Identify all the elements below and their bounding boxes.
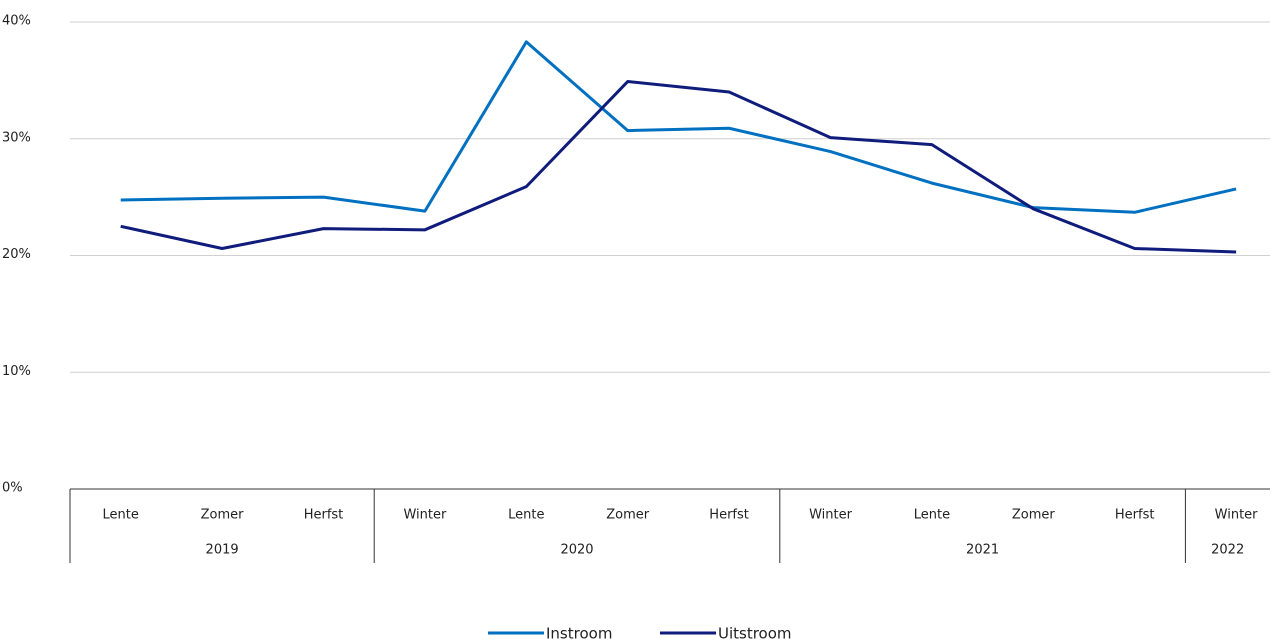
x-tick-label: Lente [103,508,139,523]
group-label: 2020 [560,543,593,558]
x-tick-label: Zomer [606,508,650,523]
x-tick-label: Herfst [709,508,749,523]
legend-label: Uitstroom [718,625,792,641]
x-tick-label: Winter [809,508,853,523]
x-tick-label: Herfst [304,508,344,523]
x-tick-label: Lente [508,508,544,523]
group-label: 2021 [966,543,999,558]
x-tick-label: Winter [1215,508,1259,523]
y-tick-label: 30% [2,130,31,145]
y-tick-label: 40% [2,14,31,29]
x-tick-label: Winter [403,508,447,523]
group-label: 2019 [206,543,239,558]
x-tick-label: Zomer [1012,508,1056,523]
line-series [120,80,1237,254]
group-label: 2022 [1211,543,1244,558]
x-tick-label: Herfst [1115,508,1155,523]
x-tick-label: Zomer [201,508,245,523]
y-tick-label: 20% [2,247,31,262]
legend-label: Instroom [546,625,612,641]
y-tick-label: 0% [2,481,23,496]
y-tick-label: 10% [2,364,31,379]
x-tick-label: Lente [914,508,950,523]
line-series [120,40,1237,214]
